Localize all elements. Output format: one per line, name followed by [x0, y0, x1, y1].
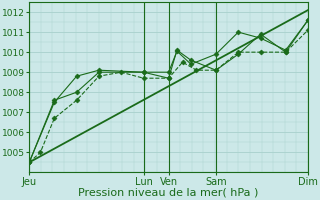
- X-axis label: Pression niveau de la mer( hPa ): Pression niveau de la mer( hPa ): [78, 188, 259, 198]
